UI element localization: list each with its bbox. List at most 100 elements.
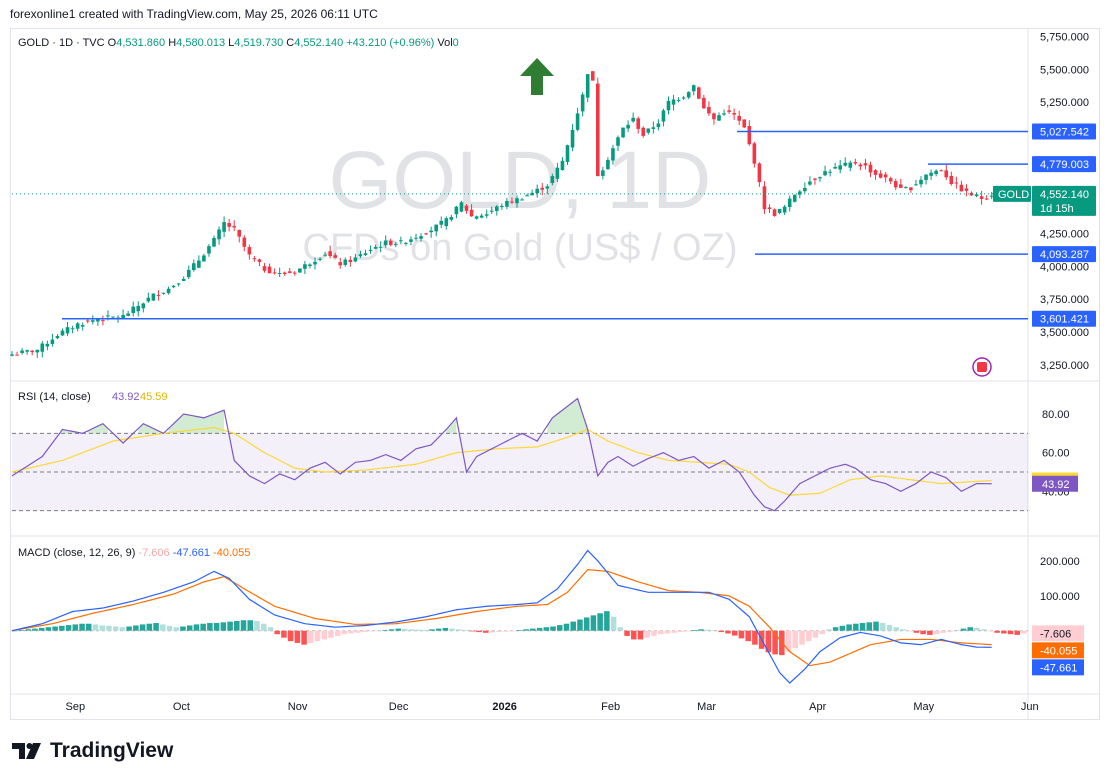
tradingview-logo[interactable]: TradingView bbox=[12, 739, 173, 763]
macd-histogram-bar bbox=[25, 629, 31, 631]
legend-part: Vol bbox=[437, 37, 452, 49]
flag-stripe-icon bbox=[977, 362, 987, 372]
candle-body bbox=[495, 206, 499, 211]
macd-signal-line bbox=[11, 569, 992, 667]
macd-histogram-bar bbox=[906, 630, 913, 632]
macd-histogram-bar bbox=[583, 617, 590, 631]
macd-histogram-bar bbox=[382, 630, 388, 631]
candle-body bbox=[146, 297, 151, 302]
macd-value: -47.661 bbox=[1040, 662, 1077, 674]
candle-body bbox=[585, 74, 590, 98]
macd-histogram-bar bbox=[543, 627, 550, 631]
candle-body bbox=[803, 188, 807, 192]
macd-histogram-bar bbox=[799, 630, 805, 645]
candle-body bbox=[368, 249, 373, 251]
macd-histogram-bar bbox=[859, 623, 866, 631]
macd-histogram-bar bbox=[99, 625, 105, 631]
candle-body bbox=[893, 181, 898, 188]
macd-histogram-bar bbox=[442, 627, 449, 631]
macd-histogram-bar bbox=[348, 630, 354, 634]
macd-histogram-bar bbox=[375, 630, 381, 632]
countdown-label: 1d 15h bbox=[1040, 203, 1074, 215]
macd-histogram-bar bbox=[597, 613, 603, 631]
time-tick: Apr bbox=[809, 701, 826, 713]
macd-histogram-bar bbox=[900, 629, 906, 631]
candle-body bbox=[91, 320, 95, 322]
macd-histogram-bar bbox=[745, 630, 751, 642]
candle-body bbox=[298, 268, 302, 273]
candle-body bbox=[904, 187, 908, 189]
candle-body bbox=[727, 110, 731, 112]
macd-title-text: MACD (close, 12, 26, 9) bbox=[18, 547, 138, 559]
candle-body bbox=[318, 258, 322, 260]
candle-body bbox=[888, 178, 893, 182]
candle-body bbox=[101, 320, 105, 322]
candle-body bbox=[752, 143, 757, 164]
macd-histogram-bar bbox=[254, 620, 260, 631]
macd-histogram-bar bbox=[664, 630, 671, 634]
candle-body bbox=[858, 164, 863, 167]
candle-body bbox=[257, 259, 262, 263]
candle-body bbox=[136, 305, 141, 312]
candle-body bbox=[606, 160, 610, 170]
candle-body bbox=[414, 237, 418, 239]
macd-histogram-bar bbox=[563, 623, 570, 631]
macd-histogram-bar bbox=[523, 629, 529, 631]
candle-body bbox=[60, 330, 65, 336]
macd-histogram-bar bbox=[684, 630, 691, 632]
macd-histogram-bar bbox=[671, 630, 677, 633]
candle-body bbox=[65, 327, 70, 334]
macd-histogram-bar bbox=[308, 630, 314, 643]
macd-histogram-bar bbox=[953, 630, 960, 631]
macd-histogram-bar bbox=[772, 630, 778, 655]
macd-histogram-bar bbox=[516, 630, 523, 631]
macd-histogram-bar bbox=[604, 611, 610, 631]
candle-body bbox=[454, 206, 459, 215]
macd-histogram-bar bbox=[651, 630, 657, 636]
candle-body bbox=[636, 118, 640, 129]
macd-histogram-bar bbox=[987, 630, 994, 632]
candle-body bbox=[510, 201, 514, 203]
level-label-box bbox=[1032, 246, 1096, 263]
candle-body bbox=[227, 223, 231, 227]
candle-body bbox=[262, 266, 267, 271]
candle-body bbox=[565, 145, 570, 162]
legend-part: L bbox=[228, 37, 234, 49]
candle-body bbox=[419, 236, 423, 239]
candle-body bbox=[166, 288, 171, 294]
macd-histogram-bar bbox=[482, 630, 489, 633]
macd-histogram-bar bbox=[765, 630, 772, 653]
macd-hist-legend: -7.606 bbox=[138, 547, 172, 559]
candle-body bbox=[616, 137, 620, 146]
macd-histogram-bar bbox=[355, 630, 361, 633]
macd-histogram-bar bbox=[974, 627, 980, 631]
chart-frame bbox=[10, 28, 1100, 720]
macd-histogram-bar bbox=[334, 630, 341, 636]
macd-histogram-bar bbox=[65, 625, 72, 631]
candle-body bbox=[313, 261, 317, 265]
candle-body bbox=[50, 339, 55, 344]
macd-histogram-bar bbox=[570, 621, 576, 631]
candle-body bbox=[303, 264, 307, 269]
candle-body bbox=[909, 187, 913, 191]
macd-histogram-bar bbox=[624, 630, 630, 636]
rsi-value: 43.92 bbox=[1042, 479, 1070, 491]
macd-histogram-bar bbox=[853, 623, 859, 631]
macd-histogram-bar bbox=[1001, 630, 1007, 634]
candle-body bbox=[181, 278, 186, 281]
candle-body bbox=[197, 260, 201, 268]
macd-histogram-bar bbox=[725, 630, 731, 634]
macd-histogram-bar bbox=[1007, 630, 1014, 635]
candle-body bbox=[525, 195, 529, 197]
macd-histogram-bar bbox=[509, 630, 516, 632]
candle-body bbox=[798, 191, 802, 195]
rsi-title: RSI (14, close) bbox=[18, 391, 91, 403]
tradingview-logo-icon bbox=[12, 743, 41, 759]
macd-histogram-bar bbox=[12, 630, 18, 632]
macd-histogram-bar bbox=[112, 626, 119, 631]
macd-tick: 100.000 bbox=[1040, 591, 1080, 603]
candle-body bbox=[469, 209, 474, 217]
candle-body bbox=[540, 187, 545, 190]
candle-body bbox=[969, 192, 974, 196]
